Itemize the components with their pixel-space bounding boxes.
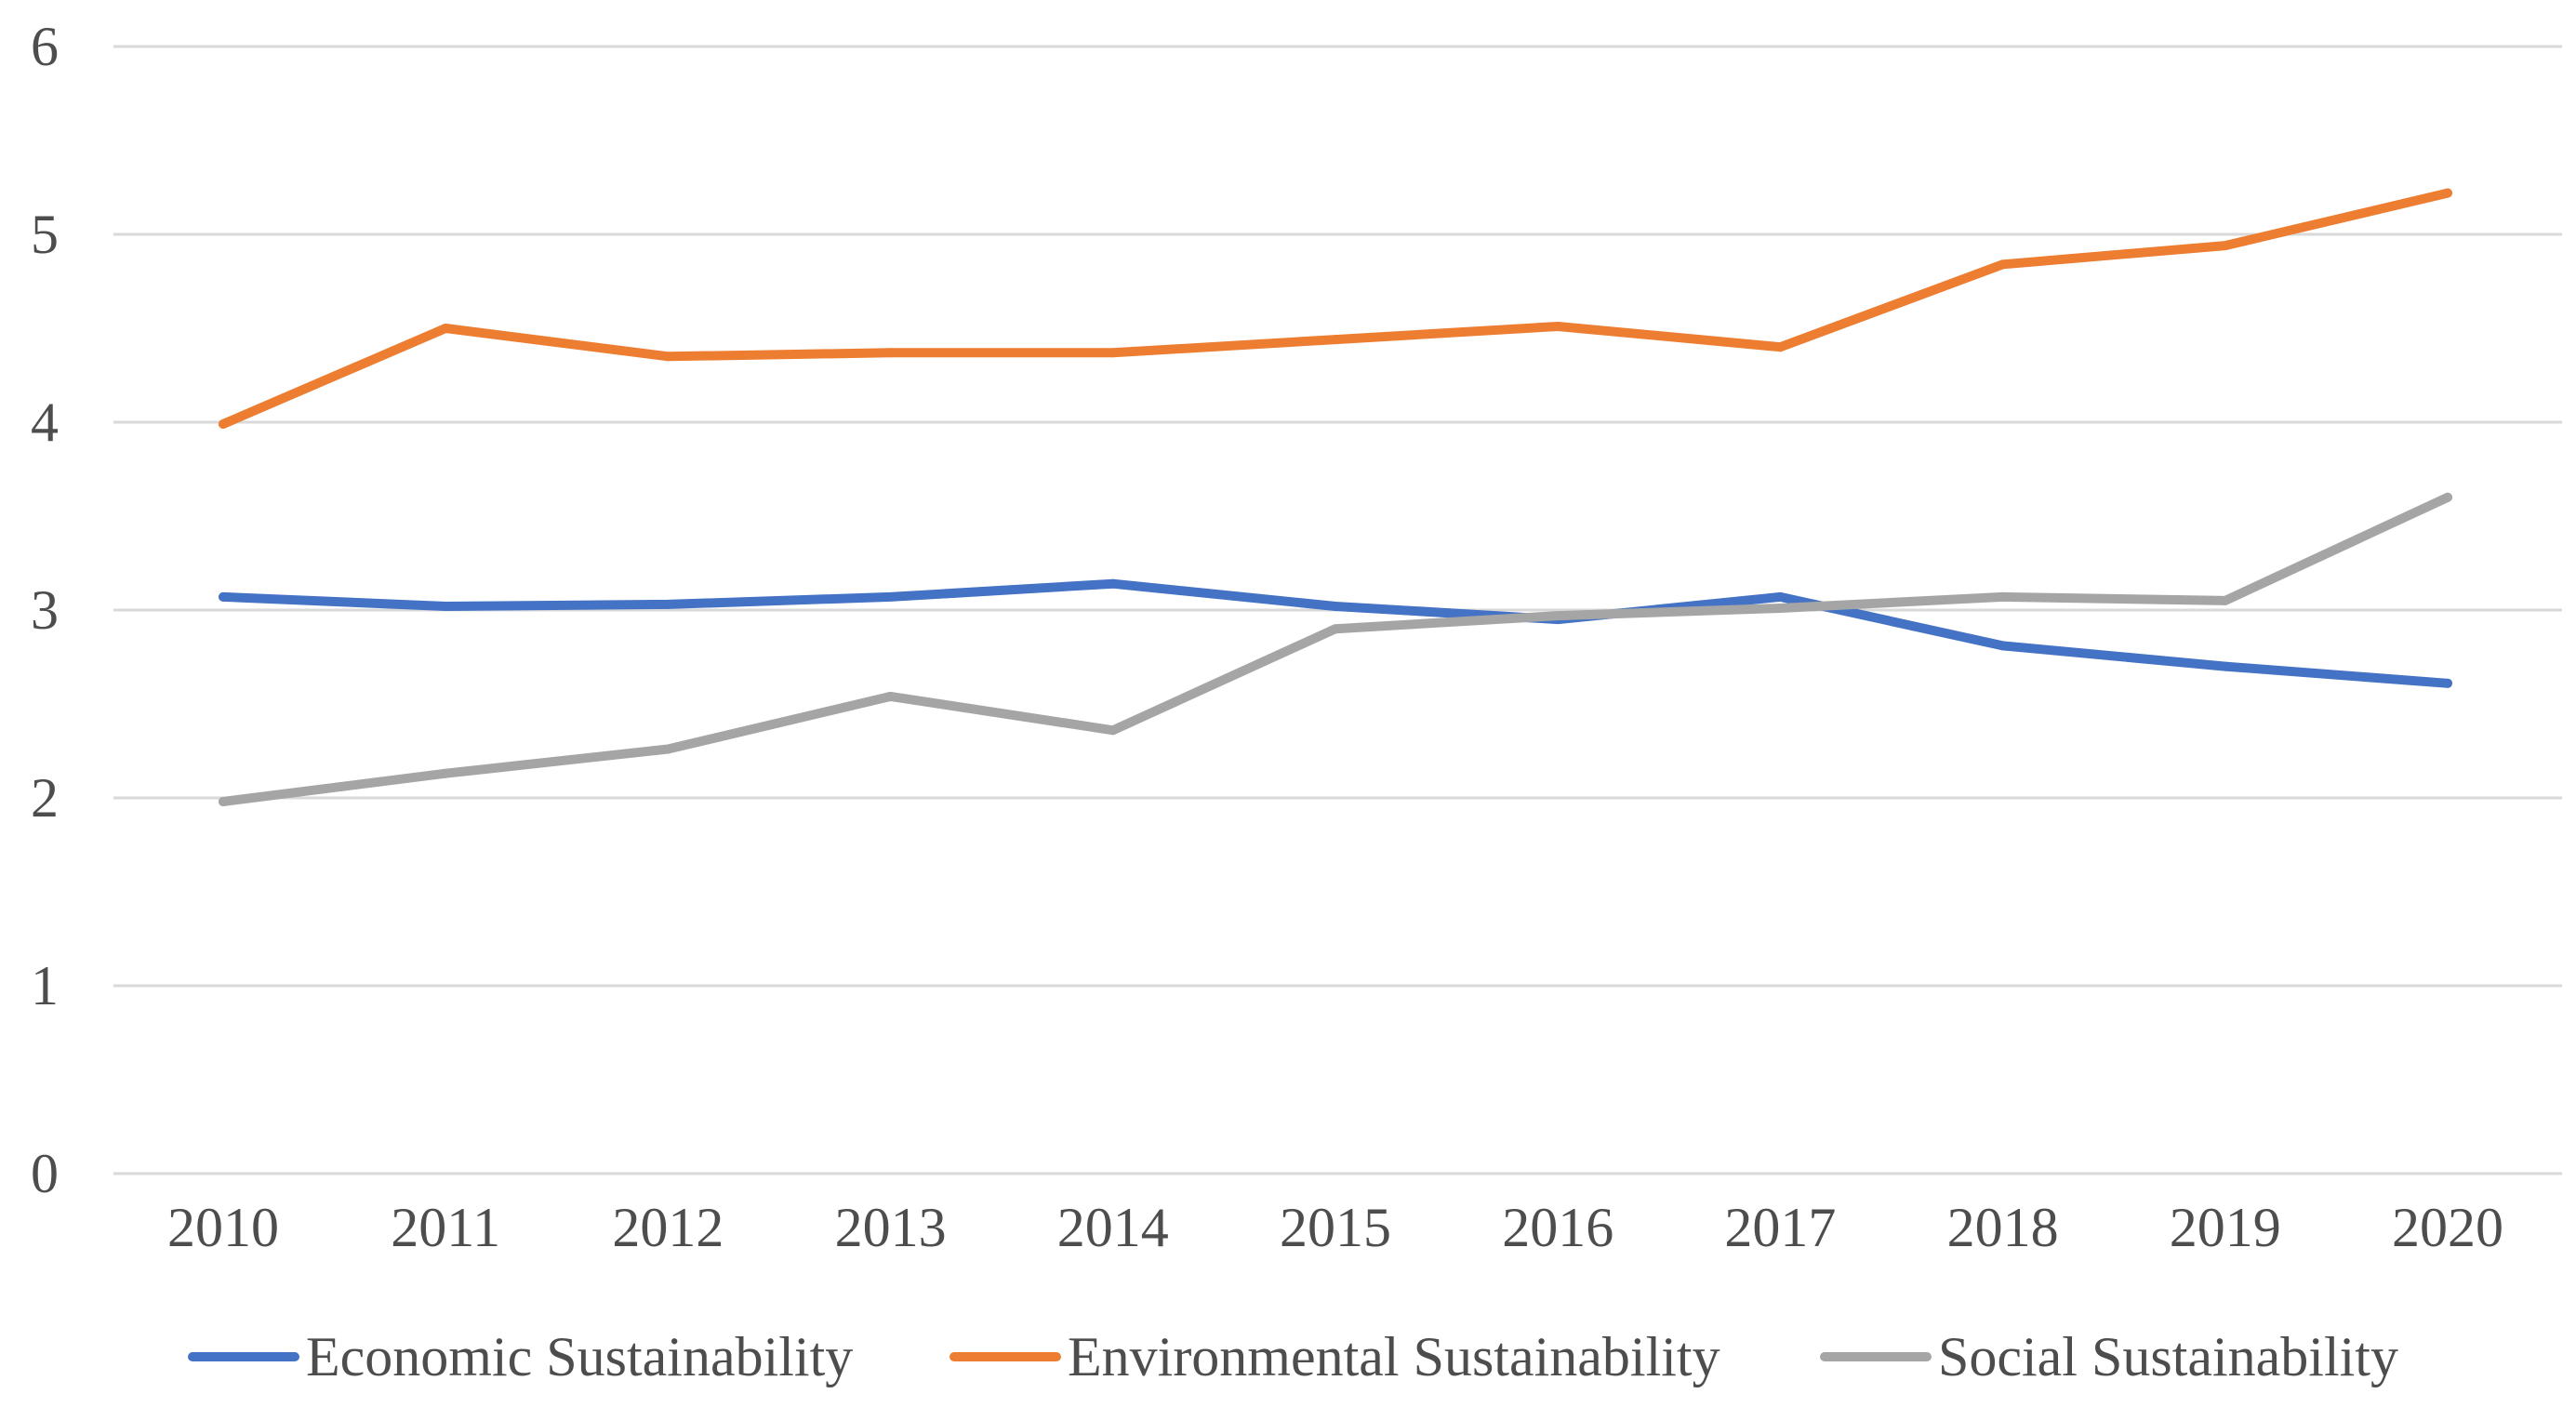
data-point-economic-sustainability-2013 [885,591,896,602]
data-point-social-sustainability-2018 [1998,591,2008,602]
series-line-social-sustainability [219,492,2452,806]
legend-item-environmental-sustainability: Environmental Sustainability [949,1326,1720,1387]
series-lines [219,188,2452,807]
data-point-economic-sustainability-2018 [1998,641,2008,651]
series-social-sustainability [219,492,2452,807]
data-point-environmental-sustainability-2011 [441,324,451,333]
series-line-environmental-sustainability [219,188,2452,429]
y-tick-label: 4 [31,392,59,453]
data-point-social-sustainability-2011 [441,768,451,778]
data-point-environmental-sustainability-2018 [1998,259,2008,270]
data-point-social-sustainability-2017 [1775,603,1786,613]
data-point-environmental-sustainability-2017 [1775,342,1786,352]
y-tick-label: 3 [31,579,59,641]
legend-item-economic-sustainability: Economic Sustainability [188,1326,853,1387]
x-tick-label: 2014 [1057,1197,1169,1258]
data-point-environmental-sustainability-2016 [1553,321,1563,331]
y-tick-label: 6 [31,16,59,77]
x-tick-label: 2013 [835,1197,947,1258]
legend-item-social-sustainability: Social Sustainability [1820,1326,2398,1387]
x-tick-label: 2019 [2170,1197,2281,1258]
series-environmental-sustainability [219,188,2452,430]
data-point-social-sustainability-2015 [1331,624,1340,634]
data-point-social-sustainability-2016 [1553,611,1563,621]
y-tick-label: 1 [31,955,59,1016]
x-tick-label: 2020 [2392,1197,2503,1258]
x-tick-label: 2018 [1947,1197,2059,1258]
data-point-social-sustainability-2019 [2220,595,2230,605]
data-point-economic-sustainability-2020 [2443,678,2452,688]
data-point-social-sustainability-2014 [1108,725,1118,736]
y-axis-ticks: 0 1 2 3 4 5 6 [31,16,59,1204]
x-tick-label: 2012 [612,1197,724,1258]
data-point-economic-sustainability-2011 [441,601,451,611]
legend-label-economic-sustainability: Economic Sustainability [306,1326,853,1387]
x-axis-ticks: 2010 2011 2012 2013 2014 2015 2016 2017 2018 2019… [167,1197,2503,1258]
data-point-social-sustainability-2013 [885,691,896,701]
x-tick-label: 2016 [1502,1197,1613,1258]
legend: Economic Sustainability Environmental Sus… [188,1326,2398,1387]
x-tick-label: 2015 [1280,1197,1391,1258]
data-point-environmental-sustainability-2019 [2220,241,2230,251]
x-tick-label: 2010 [167,1197,279,1258]
data-point-environmental-sustainability-2015 [1331,335,1340,345]
data-point-environmental-sustainability-2012 [663,352,673,362]
y-tick-label: 2 [31,767,59,829]
data-point-environmental-sustainability-2020 [2443,188,2452,198]
y-tick-label: 5 [31,204,59,265]
y-tick-label: 0 [31,1143,59,1204]
data-point-economic-sustainability-2010 [219,591,228,602]
data-point-social-sustainability-2020 [2443,492,2452,502]
data-point-economic-sustainability-2019 [2220,661,2230,671]
data-point-environmental-sustainability-2014 [1108,348,1118,358]
data-point-economic-sustainability-2014 [1108,578,1118,589]
data-point-economic-sustainability-2012 [663,599,673,609]
data-point-environmental-sustainability-2013 [885,348,896,358]
legend-label-social-sustainability: Social Sustainability [1938,1326,2398,1387]
x-tick-label: 2017 [1724,1197,1836,1258]
data-point-economic-sustainability-2015 [1331,601,1340,611]
data-point-social-sustainability-2012 [663,744,673,754]
legend-label-environmental-sustainability: Environmental Sustainability [1068,1326,1720,1387]
x-tick-label: 2011 [391,1197,500,1258]
series-economic-sustainability [219,578,2452,688]
data-point-economic-sustainability-2017 [1775,591,1786,602]
data-point-social-sustainability-2010 [219,797,228,807]
data-point-environmental-sustainability-2010 [219,419,228,430]
